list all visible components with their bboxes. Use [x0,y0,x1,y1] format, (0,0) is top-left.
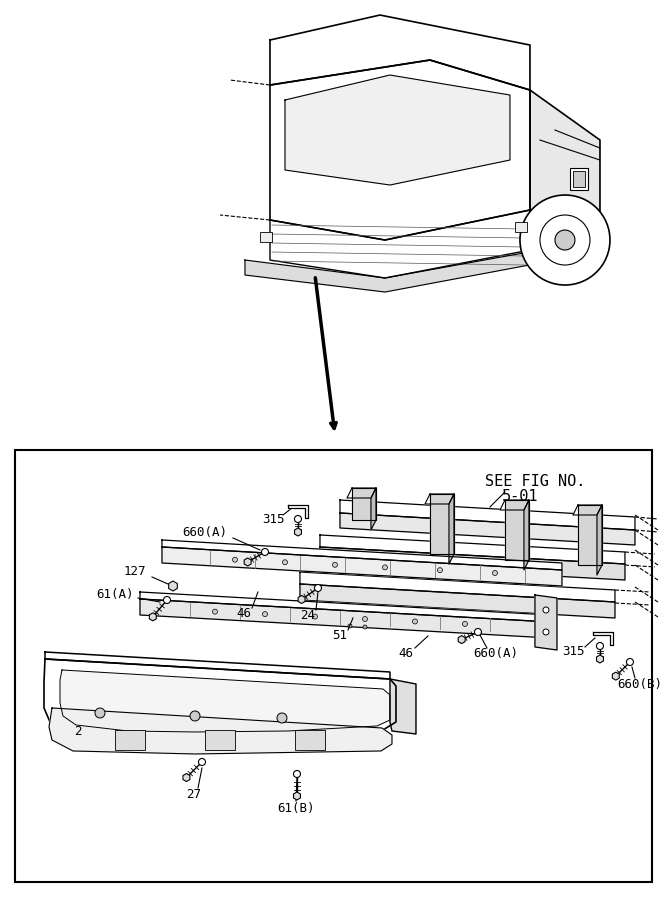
Text: 2: 2 [74,725,82,739]
Polygon shape [320,547,625,580]
Polygon shape [45,652,390,679]
Polygon shape [140,592,550,622]
Bar [570,168,588,190]
Text: 24: 24 [300,609,315,623]
Polygon shape [505,500,529,560]
Circle shape [233,557,237,562]
Bar [15,450,652,882]
Circle shape [163,597,171,604]
Circle shape [277,713,287,723]
Circle shape [462,621,468,626]
Polygon shape [140,599,550,638]
Circle shape [293,770,300,778]
Polygon shape [524,500,529,570]
Text: 315: 315 [261,514,284,526]
Polygon shape [530,90,600,230]
Polygon shape [449,494,454,564]
Circle shape [312,614,317,619]
Polygon shape [593,632,613,645]
Circle shape [626,659,634,665]
Circle shape [95,708,105,718]
Polygon shape [347,488,376,498]
Polygon shape [573,505,602,515]
Text: 46: 46 [237,608,251,620]
Bar [515,222,527,232]
Circle shape [362,616,368,622]
Text: SEE FIG NO.: SEE FIG NO. [485,474,585,490]
Circle shape [314,584,321,591]
Circle shape [199,759,205,766]
Bar [295,730,325,750]
Text: 27: 27 [187,788,201,802]
Circle shape [492,571,498,575]
Circle shape [555,230,575,250]
Text: 61(B): 61(B) [277,803,315,815]
Polygon shape [288,505,308,518]
Circle shape [332,562,338,567]
Text: 61(A): 61(A) [96,589,134,601]
Circle shape [596,643,604,650]
Polygon shape [270,210,530,278]
Polygon shape [500,500,529,510]
Polygon shape [320,535,625,564]
Circle shape [382,565,388,570]
Polygon shape [60,670,390,732]
Circle shape [543,629,549,635]
Text: 51: 51 [332,629,348,643]
Circle shape [412,619,418,624]
Circle shape [363,625,367,629]
Polygon shape [578,505,602,565]
Polygon shape [352,488,376,520]
Polygon shape [300,572,615,602]
Polygon shape [270,15,530,90]
Circle shape [474,628,482,635]
Circle shape [190,711,200,721]
Text: 5-01: 5-01 [502,490,538,505]
Bar [205,730,235,750]
Bar [573,171,585,187]
Circle shape [540,215,590,265]
Polygon shape [270,60,530,240]
Text: 660(B): 660(B) [618,679,662,691]
Polygon shape [285,75,510,185]
Text: 660(A): 660(A) [474,647,518,661]
Polygon shape [430,494,454,554]
Bar [260,232,272,242]
Polygon shape [162,547,562,586]
Circle shape [348,624,352,628]
Circle shape [261,548,269,555]
Polygon shape [340,500,635,530]
Polygon shape [597,505,602,575]
Polygon shape [49,708,392,754]
Circle shape [520,195,610,285]
Polygon shape [425,494,454,504]
Polygon shape [44,659,396,736]
Polygon shape [390,679,416,734]
Text: 315: 315 [562,645,584,659]
Circle shape [295,516,301,523]
Polygon shape [535,595,557,650]
Polygon shape [300,584,615,618]
Text: 127: 127 [124,565,146,579]
Text: 660(A): 660(A) [183,526,227,539]
Polygon shape [340,513,635,545]
Polygon shape [371,488,376,530]
Circle shape [283,560,287,565]
Polygon shape [162,540,562,570]
Bar [115,730,145,750]
Polygon shape [245,250,540,292]
Circle shape [543,607,549,613]
Text: 46: 46 [398,647,414,661]
Circle shape [263,612,267,616]
Circle shape [438,568,442,572]
Circle shape [213,609,217,614]
